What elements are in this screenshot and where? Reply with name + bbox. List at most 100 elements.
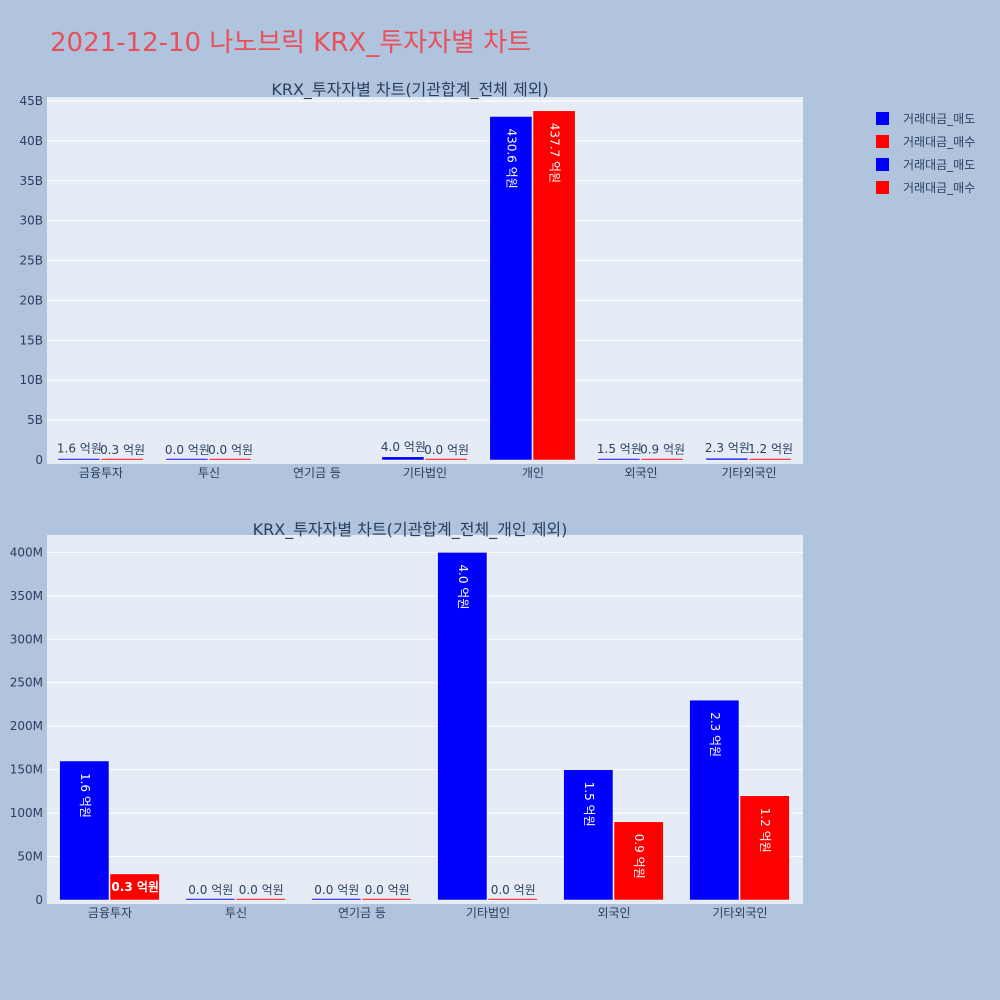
legend-label: 거래대금_매도 bbox=[903, 158, 976, 172]
data-label: 4.0 억원 bbox=[381, 440, 426, 454]
data-label: 0.0 억원 bbox=[188, 883, 233, 897]
y-tick-label: 50M bbox=[17, 850, 43, 864]
x-tick-label: 기타법인 bbox=[466, 906, 510, 920]
data-label: 0.0 억원 bbox=[491, 883, 536, 897]
chart-title: KRX_투자자별 차트(기관합계_전체 제외) bbox=[271, 80, 548, 100]
data-label: 1.5 억원 bbox=[582, 782, 596, 827]
y-tick-label: 40B bbox=[19, 134, 43, 148]
bar bbox=[689, 699, 740, 901]
bar bbox=[59, 760, 110, 901]
legend-swatch bbox=[876, 135, 889, 148]
x-tick-label: 기타법인 bbox=[403, 466, 447, 480]
y-tick-label: 20B bbox=[19, 293, 43, 307]
x-tick-label: 개인 bbox=[522, 466, 544, 480]
bar bbox=[437, 552, 488, 901]
data-label: 2.3 억원 bbox=[705, 441, 750, 455]
bar bbox=[640, 458, 684, 461]
legend-item[interactable]: 거래대금_매도 bbox=[876, 153, 975, 176]
bar bbox=[361, 898, 412, 901]
bar bbox=[705, 457, 749, 461]
x-tick-label: 기타외국인 bbox=[712, 906, 767, 920]
data-label: 0.0 억원 bbox=[208, 443, 253, 457]
bar bbox=[748, 458, 792, 461]
data-label: 430.6 억원 bbox=[504, 128, 518, 188]
data-label: 0.3 억원 bbox=[100, 443, 145, 457]
y-tick-label: 250M bbox=[10, 676, 43, 690]
bar bbox=[208, 458, 252, 461]
y-tick-label: 400M bbox=[10, 545, 43, 559]
bar bbox=[109, 873, 160, 901]
data-label: 437.7 억원 bbox=[548, 123, 562, 183]
x-tick-label: 금융투자 bbox=[79, 466, 123, 480]
x-tick-label: 투신 bbox=[225, 906, 247, 920]
page-title: 2021-12-10 나노브릭 KRX_투자자별 차트 bbox=[50, 28, 532, 58]
legend-label: 거래대금_매도 bbox=[903, 112, 976, 126]
chart-top: 0 5B 10B 15B 20B 25B 30B 35B 40B 45B KRX_투자자별 차트(기… bbox=[19, 80, 803, 480]
data-label: 0.0 억원 bbox=[165, 443, 210, 457]
x-tick-label: 연기금 등 bbox=[338, 906, 386, 920]
legend-item[interactable]: 거래대금_매수 bbox=[876, 176, 975, 199]
y-tick-label: 45B bbox=[19, 94, 43, 108]
data-label: 1.5 억원 bbox=[597, 442, 642, 456]
x-tick-label: 외국인 bbox=[597, 906, 630, 920]
y-tick-label: 30B bbox=[19, 214, 43, 228]
bar bbox=[739, 795, 790, 901]
data-label: 1.2 억원 bbox=[758, 808, 772, 853]
bar bbox=[597, 458, 641, 461]
data-label: 0.9 억원 bbox=[632, 834, 646, 879]
y-tick-label: 300M bbox=[10, 632, 43, 646]
data-label: 0.0 억원 bbox=[314, 883, 359, 897]
x-tick-label: 연기금 등 bbox=[293, 466, 341, 480]
legend-label: 거래대금_매수 bbox=[903, 135, 976, 149]
bar bbox=[381, 456, 425, 461]
chart-title: KRX_투자자별 차트(기관합계_전체_개인 제외) bbox=[253, 520, 568, 540]
data-label: 4.0 억원 bbox=[456, 564, 470, 609]
y-tick-label: 150M bbox=[10, 763, 43, 777]
y-tick-label: 0 bbox=[35, 893, 43, 907]
y-tick-label: 10B bbox=[19, 373, 43, 387]
y-tick-label: 0 bbox=[35, 453, 43, 467]
bar bbox=[57, 458, 101, 461]
legend-label: 거래대금_매수 bbox=[903, 181, 976, 195]
y-tick-label: 200M bbox=[10, 719, 43, 733]
y-tick-label: 15B bbox=[19, 333, 43, 347]
plot-area bbox=[47, 97, 803, 464]
legend-swatch bbox=[876, 181, 889, 194]
data-label: 1.6 억원 bbox=[78, 773, 92, 818]
y-tick-label: 25B bbox=[19, 254, 43, 268]
x-tick-label: 금융투자 bbox=[88, 906, 132, 920]
legend-item[interactable]: 거래대금_매수 bbox=[876, 130, 975, 153]
bar bbox=[165, 458, 209, 461]
bar bbox=[311, 898, 362, 901]
bar bbox=[487, 898, 538, 901]
plot-area bbox=[47, 535, 803, 904]
legend-swatch bbox=[876, 158, 889, 171]
x-tick-label: 기타외국인 bbox=[721, 466, 776, 480]
data-label: 0.0 억원 bbox=[424, 443, 469, 457]
x-tick-label: 외국인 bbox=[624, 466, 657, 480]
bar bbox=[532, 110, 576, 461]
y-tick-label: 35B bbox=[19, 174, 43, 188]
data-label: 0.0 억원 bbox=[365, 883, 410, 897]
x-tick-label: 투신 bbox=[198, 466, 220, 480]
bar bbox=[613, 821, 664, 901]
data-label: 1.2 억원 bbox=[748, 442, 793, 456]
y-tick-label: 100M bbox=[10, 806, 43, 820]
data-label: 0.0 억원 bbox=[239, 883, 284, 897]
legend[interactable]: 거래대금_매도 거래대금_매수 거래대금_매도 거래대금_매수 bbox=[876, 107, 975, 199]
y-tick-label: 5B bbox=[27, 413, 43, 427]
legend-item[interactable]: 거래대금_매도 bbox=[876, 107, 975, 130]
bar bbox=[100, 458, 144, 461]
bar bbox=[235, 898, 286, 901]
bar bbox=[489, 116, 533, 461]
data-label: 1.6 억원 bbox=[57, 442, 102, 456]
y-tick-label: 350M bbox=[10, 589, 43, 603]
data-label: 2.3 억원 bbox=[708, 712, 722, 757]
legend-swatch bbox=[876, 112, 889, 125]
bar bbox=[424, 458, 468, 461]
bar bbox=[185, 898, 236, 901]
data-label: 0.9 억원 bbox=[640, 442, 685, 456]
bar bbox=[563, 769, 614, 901]
data-label: 0.3 억원 bbox=[111, 880, 159, 894]
